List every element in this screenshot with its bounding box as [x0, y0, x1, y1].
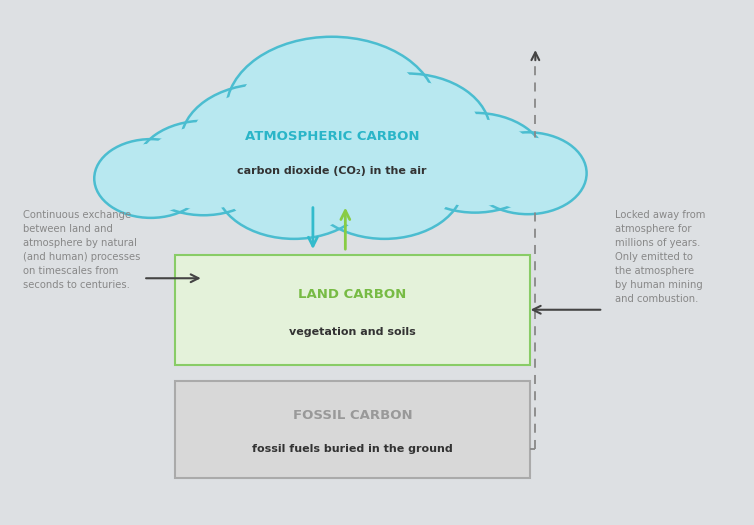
Bar [175, 381, 530, 478]
Text: fossil fuels buried in the ground: fossil fuels buried in the ground [252, 444, 453, 454]
Circle shape [305, 129, 464, 239]
Circle shape [225, 135, 363, 232]
Text: FOSSIL CARBON: FOSSIL CARBON [293, 409, 412, 422]
Text: Locked away from
atmosphere for
millions of years.
Only emitted to
the atmospher: Locked away from atmosphere for millions… [615, 210, 705, 304]
Circle shape [226, 37, 437, 184]
Circle shape [315, 135, 454, 232]
Circle shape [324, 74, 490, 189]
Circle shape [334, 80, 480, 182]
Circle shape [476, 137, 580, 209]
Circle shape [181, 84, 347, 200]
Text: ATMOSPHERIC CARBON: ATMOSPHERIC CARBON [244, 130, 419, 143]
Circle shape [101, 144, 201, 213]
Circle shape [136, 121, 271, 215]
Text: carbon dioxide (CO₂) in the air: carbon dioxide (CO₂) in the air [237, 165, 427, 176]
Bar [175, 255, 530, 365]
Circle shape [191, 91, 337, 193]
Circle shape [403, 113, 547, 213]
Circle shape [144, 127, 263, 209]
Circle shape [469, 132, 587, 214]
Circle shape [215, 129, 373, 239]
Text: vegetation and soils: vegetation and soils [289, 327, 416, 337]
Text: LAND CARBON: LAND CARBON [299, 288, 406, 301]
Circle shape [239, 46, 425, 175]
Circle shape [94, 139, 207, 218]
Text: Continuous exchange
between land and
atmosphere by natural
(and human) processes: Continuous exchange between land and atm… [23, 210, 140, 290]
Circle shape [412, 119, 538, 207]
